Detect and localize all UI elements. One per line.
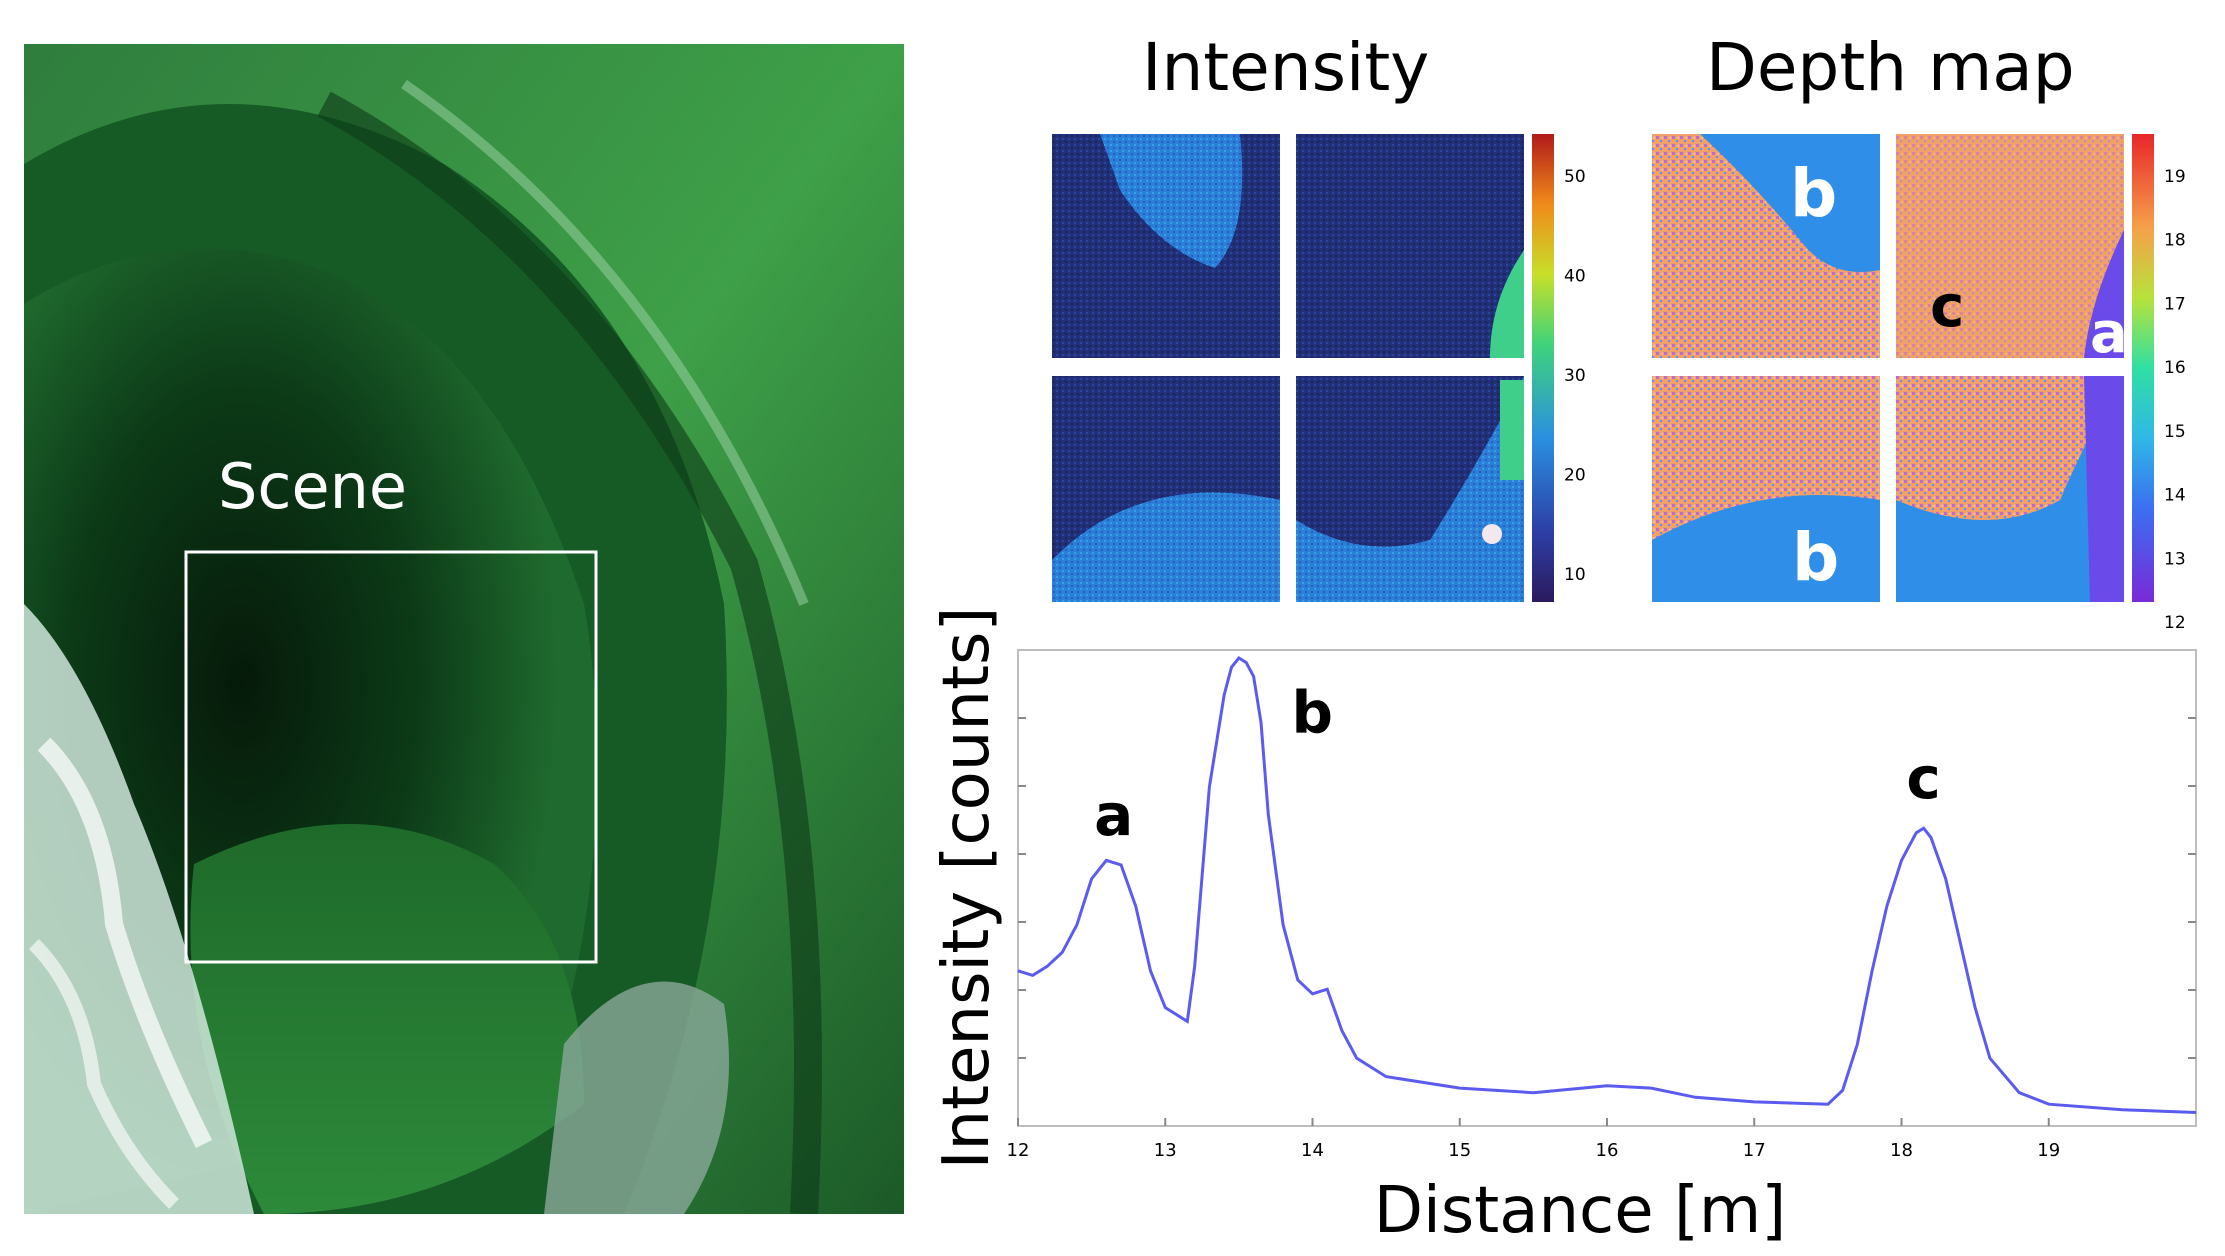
depth-label-c: c xyxy=(1930,272,1964,340)
depth-label-b-top: b xyxy=(1790,155,1837,232)
intensity-series-line xyxy=(1017,656,2197,1114)
peak-labels: a b c xyxy=(1094,679,1941,849)
scene-photo xyxy=(24,44,904,1214)
scene-label: Scene xyxy=(218,450,407,523)
intensity-heatmaps xyxy=(1052,134,1554,602)
peak-label-a: a xyxy=(1094,781,1133,849)
scene-roi-box xyxy=(184,550,598,964)
colorbar-tick-label: 19 xyxy=(2164,167,2186,187)
colorbar-tick-label: 50 xyxy=(1564,167,1586,187)
line-plot: 12 13 14 15 16 17 18 19 a b c Distance [m] Intens… xyxy=(930,607,2197,1248)
plot-frame xyxy=(1017,649,2197,1127)
x-tick-label: 19 xyxy=(2037,1140,2060,1161)
depth-colorbar xyxy=(2132,134,2154,602)
x-axis-ticks: 12 13 14 15 16 17 18 19 xyxy=(1007,1118,2060,1161)
depth-title: Depth map xyxy=(1706,29,2075,106)
x-axis-label: Distance [m] xyxy=(1374,1174,1786,1248)
intensity-marker xyxy=(1482,524,1502,544)
scene-image xyxy=(24,44,904,1214)
colorbar-tick-label: 16 xyxy=(2164,358,2186,378)
peak-label-b: b xyxy=(1291,679,1333,747)
colorbar-tick-label: 30 xyxy=(1564,366,1586,386)
intensity-title: Intensity xyxy=(1142,29,1429,106)
x-tick-label: 18 xyxy=(1890,1140,1913,1161)
y-axis-label: Intensity [counts] xyxy=(930,607,1004,1170)
intensity-panel-tr xyxy=(1296,134,1524,358)
colorbar-tick-label: 13 xyxy=(2164,549,2186,569)
depth-label-a: a xyxy=(2090,301,2128,366)
colorbar-tick-label: 10 xyxy=(1564,565,1586,585)
intensity-panel-bl xyxy=(1052,376,1280,602)
depth-label-b-bottom: b xyxy=(1792,519,1839,596)
x-tick-label: 12 xyxy=(1007,1140,1030,1161)
x-tick-label: 17 xyxy=(1743,1140,1766,1161)
depth-heatmaps: b c a b xyxy=(1652,134,2154,602)
depth-colorbar-ticks: 19 18 17 16 15 14 13 12 xyxy=(2164,167,2186,633)
depth-panel-bl xyxy=(1652,376,1880,602)
intensity-colorbar xyxy=(1532,134,1554,602)
depth-panel-tr xyxy=(1896,134,2124,358)
depth-panel-br xyxy=(1896,376,2124,602)
colorbar-tick-label: 14 xyxy=(2164,486,2186,506)
x-tick-label: 15 xyxy=(1448,1140,1471,1161)
colorbar-tick-label: 15 xyxy=(2164,422,2186,442)
colorbar-tick-label: 20 xyxy=(1564,466,1586,486)
intensity-panel-tl xyxy=(1052,134,1280,358)
colorbar-tick-label: 17 xyxy=(2164,294,2186,314)
colorbar-tick-label: 18 xyxy=(2164,231,2186,251)
x-tick-label: 14 xyxy=(1301,1140,1324,1161)
depth-panel-tl xyxy=(1652,134,1880,358)
peak-label-c: c xyxy=(1906,744,1940,812)
colorbar-tick-label: 12 xyxy=(2164,613,2186,633)
y-axis-ticks xyxy=(1018,717,2196,1059)
colorbar-tick-label: 40 xyxy=(1564,267,1586,287)
intensity-panel-br xyxy=(1296,376,1524,602)
intensity-colorbar-ticks: 50 40 30 20 10 xyxy=(1564,167,1586,585)
x-tick-label: 13 xyxy=(1154,1140,1177,1161)
x-tick-label: 16 xyxy=(1596,1140,1619,1161)
